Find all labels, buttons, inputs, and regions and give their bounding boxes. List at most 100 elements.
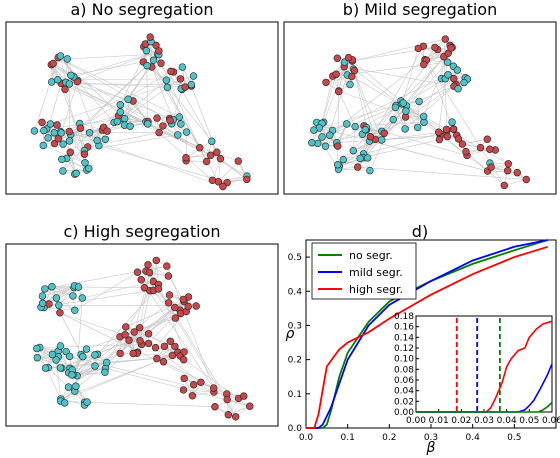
network-node-cyan bbox=[85, 164, 93, 173]
network-node-cyan bbox=[72, 169, 80, 178]
network-edge bbox=[67, 53, 158, 60]
network-node-cyan bbox=[52, 294, 61, 302]
y-tick-label: 0.0 bbox=[288, 424, 303, 434]
network-edge bbox=[220, 158, 247, 180]
network-edge bbox=[82, 356, 107, 363]
network-node-red bbox=[240, 392, 248, 400]
network-node-red bbox=[154, 285, 163, 293]
panel-b-title: b) Mild segregation bbox=[342, 0, 498, 19]
network-edge bbox=[139, 327, 239, 399]
network-node-red bbox=[54, 135, 62, 143]
network-c-frame bbox=[5, 243, 279, 427]
network-node-red bbox=[163, 262, 171, 270]
network-node-red bbox=[166, 116, 174, 125]
network-node-red bbox=[159, 122, 167, 130]
network-node-cyan bbox=[402, 107, 410, 115]
network-node-cyan bbox=[78, 294, 87, 302]
inset-y-tick-label: 0.04 bbox=[394, 387, 414, 397]
network-node-cyan bbox=[443, 58, 452, 66]
network-node-red bbox=[171, 314, 180, 322]
network-node-cyan bbox=[420, 112, 428, 121]
network-edge bbox=[51, 286, 145, 288]
network-node-cyan bbox=[178, 63, 187, 71]
network-node-cyan bbox=[85, 129, 94, 137]
network-node-red bbox=[136, 337, 144, 345]
network-node-red bbox=[202, 157, 211, 166]
network-edge bbox=[336, 135, 441, 143]
network-node-cyan bbox=[339, 155, 347, 164]
series-line-high-segr bbox=[306, 245, 548, 429]
network-node-red bbox=[66, 148, 75, 156]
network-node-red bbox=[160, 342, 169, 351]
network-node-red bbox=[182, 154, 190, 162]
network-node-cyan bbox=[58, 155, 66, 164]
network-edge bbox=[151, 66, 174, 120]
network-node-cyan bbox=[101, 368, 109, 376]
y-tick-label: 0.5 bbox=[288, 253, 302, 263]
x-tick-label: 0.2 bbox=[382, 433, 396, 443]
network-node-red bbox=[192, 302, 200, 310]
network-node-red bbox=[171, 342, 179, 351]
network-node-cyan bbox=[401, 125, 409, 133]
network-node-cyan bbox=[124, 95, 132, 103]
network-node-cyan bbox=[460, 78, 468, 87]
network-node-cyan bbox=[65, 137, 74, 145]
network-node-red bbox=[522, 175, 530, 184]
network-node-cyan bbox=[318, 133, 326, 141]
network-edge bbox=[58, 57, 180, 118]
y-tick-label: 0.1 bbox=[288, 390, 302, 400]
network-edge bbox=[369, 119, 394, 171]
network-b bbox=[308, 35, 530, 190]
network-node-red bbox=[431, 43, 439, 52]
network-node-red bbox=[49, 59, 57, 68]
network-node-red bbox=[366, 133, 375, 141]
network-node-cyan bbox=[144, 120, 152, 128]
network-edge bbox=[50, 75, 194, 125]
network-node-red bbox=[184, 302, 192, 311]
network-node-red bbox=[144, 330, 153, 338]
network-node-red bbox=[122, 323, 130, 331]
network-node-cyan bbox=[57, 129, 65, 137]
network-node-red bbox=[45, 300, 53, 308]
network-edge bbox=[404, 85, 455, 130]
network-node-red bbox=[483, 135, 491, 143]
network-node-cyan bbox=[391, 103, 400, 112]
network-edge bbox=[462, 138, 488, 145]
network-node-cyan bbox=[40, 126, 48, 135]
network-node-red bbox=[224, 411, 233, 419]
network-edge bbox=[69, 83, 211, 156]
network-edge bbox=[98, 145, 228, 183]
network-c bbox=[33, 256, 254, 421]
network-node-cyan bbox=[60, 399, 69, 407]
network-node-cyan bbox=[48, 350, 57, 359]
network-edge bbox=[137, 271, 169, 277]
inset-y-tick-label: 0.12 bbox=[394, 344, 414, 354]
network-node-cyan bbox=[64, 383, 73, 391]
network-node-red bbox=[462, 147, 470, 156]
network-node-red bbox=[144, 261, 152, 269]
network-edge bbox=[465, 148, 490, 152]
network-edge bbox=[338, 168, 370, 171]
network-node-cyan bbox=[346, 80, 354, 89]
network-node-red bbox=[166, 337, 175, 345]
network-node-red bbox=[476, 143, 485, 152]
network-edge bbox=[127, 99, 131, 127]
network-node-cyan bbox=[41, 364, 50, 372]
network-node-cyan bbox=[102, 358, 111, 367]
network-edge bbox=[59, 312, 202, 383]
network-edge bbox=[145, 43, 162, 64]
network-node-red bbox=[155, 128, 163, 137]
network-edge bbox=[134, 272, 150, 333]
network-edge bbox=[487, 170, 518, 173]
network-edge bbox=[212, 158, 221, 181]
network-node-cyan bbox=[79, 352, 87, 361]
network-node-red bbox=[146, 33, 154, 41]
network-node-cyan bbox=[38, 292, 47, 300]
network-node-red bbox=[414, 44, 422, 53]
network-edge bbox=[68, 309, 181, 388]
network-node-red bbox=[380, 129, 388, 138]
network-edge bbox=[183, 389, 214, 393]
network-node-cyan bbox=[30, 127, 39, 135]
network-node-cyan bbox=[33, 354, 41, 362]
network-node-cyan bbox=[56, 364, 65, 372]
